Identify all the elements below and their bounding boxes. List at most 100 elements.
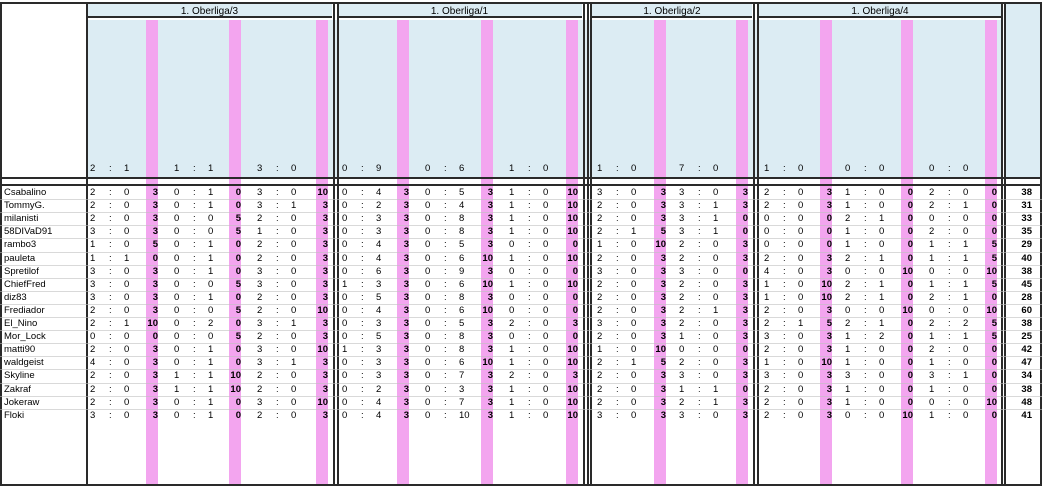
tip-colon: : — [783, 396, 786, 408]
tip-away: 0 — [631, 409, 637, 421]
tip-colon: : — [528, 291, 531, 303]
tip-home: 2 — [929, 318, 935, 329]
tip-points: 3 — [322, 213, 328, 225]
tip-away: 8 — [459, 344, 465, 356]
tip-points: 3 — [322, 331, 328, 343]
tip-home: 1 — [509, 383, 515, 395]
player-name: pauleta — [4, 252, 36, 264]
tip-colon: : — [109, 213, 112, 225]
tip-home: 2 — [597, 370, 603, 382]
tip-away: 0 — [963, 213, 969, 225]
tip-points: 3 — [660, 291, 666, 303]
tip-colon: : — [864, 226, 867, 238]
result-colon: : — [444, 163, 447, 174]
tip-points: 3 — [742, 409, 748, 421]
tip-away: 1 — [963, 252, 969, 264]
tip-home: 2 — [764, 344, 770, 356]
tip-away: 1 — [208, 357, 214, 369]
tip-home: 0 — [342, 304, 348, 316]
tip-colon: : — [193, 278, 196, 290]
tip-home: 3 — [90, 226, 96, 238]
tip-home: 1 — [845, 200, 851, 212]
tip-points: 0 — [235, 409, 241, 421]
grid-vline — [0, 2, 2, 486]
tip-points: 5 — [235, 226, 241, 238]
tip-away: 0 — [798, 396, 804, 408]
tip-colon: : — [616, 187, 619, 198]
tip-points: 3 — [487, 318, 493, 329]
tip-away: 0 — [543, 213, 549, 225]
tip-colon: : — [948, 278, 951, 290]
tip-colon: : — [864, 278, 867, 290]
tip-away: 2 — [879, 331, 885, 343]
total-header-background — [1004, 2, 1042, 177]
tip-colon: : — [698, 252, 701, 264]
tip-colon: : — [276, 187, 279, 198]
tip-away: 0 — [543, 239, 549, 251]
tip-away: 5 — [459, 318, 465, 329]
tip-points: 5 — [235, 213, 241, 225]
tip-home: 1 — [845, 396, 851, 408]
row-separator — [0, 330, 1042, 332]
tip-points: 10 — [567, 200, 578, 212]
tip-points: 3 — [322, 291, 328, 303]
tip-home: 0 — [845, 304, 851, 316]
tip-home: 0 — [342, 396, 348, 408]
tip-home: 2 — [845, 252, 851, 264]
tip-away: 1 — [208, 291, 214, 303]
result-colon: : — [528, 163, 531, 174]
tip-away: 0 — [291, 291, 297, 303]
tip-home: 1 — [509, 357, 515, 369]
tip-colon: : — [361, 318, 364, 329]
tip-home: 3 — [679, 265, 685, 277]
tip-points: 10 — [986, 304, 997, 316]
tip-home: 0 — [509, 291, 515, 303]
tip-home: 1 — [845, 357, 851, 369]
tip-home: 0 — [174, 187, 180, 198]
tip-points: 5 — [235, 278, 241, 290]
tip-points: 0 — [907, 278, 913, 290]
tip-points: 3 — [826, 409, 832, 421]
tip-colon: : — [276, 213, 279, 225]
tip-away: 0 — [291, 344, 297, 356]
tip-colon: : — [444, 200, 447, 212]
tip-points: 0 — [991, 370, 997, 382]
result-away: 9 — [376, 163, 382, 174]
tip-away: 0 — [291, 331, 297, 343]
tip-home: 0 — [509, 265, 515, 277]
tip-home: 0 — [929, 396, 935, 408]
result-away: 0 — [713, 163, 719, 174]
tip-colon: : — [444, 187, 447, 198]
tip-away: 0 — [124, 331, 130, 343]
tip-home: 1 — [929, 278, 935, 290]
player-total: 38 — [1021, 383, 1032, 395]
tip-colon: : — [948, 200, 951, 212]
tip-points: 3 — [152, 344, 158, 356]
tip-colon: : — [616, 226, 619, 238]
tip-colon: : — [109, 304, 112, 316]
tip-points: 3 — [152, 396, 158, 408]
tip-home: 2 — [764, 383, 770, 395]
tip-colon: : — [616, 370, 619, 382]
tip-points: 0 — [742, 226, 748, 238]
tip-away: 0 — [631, 304, 637, 316]
tip-colon: : — [109, 200, 112, 212]
tip-points: 0 — [235, 200, 241, 212]
tip-home: 1 — [257, 226, 263, 238]
tip-away: 0 — [963, 396, 969, 408]
tip-home: 0 — [342, 383, 348, 395]
tip-points: 10 — [567, 252, 578, 264]
tip-colon: : — [109, 291, 112, 303]
tip-colon: : — [864, 396, 867, 408]
tip-points: 0 — [235, 239, 241, 251]
group-title: 1. Oberliga/4 — [759, 2, 1001, 18]
tip-points: 10 — [317, 187, 328, 198]
tip-colon: : — [528, 383, 531, 395]
tip-away: 0 — [631, 383, 637, 395]
tip-away: 0 — [631, 213, 637, 225]
tip-colon: : — [948, 331, 951, 343]
tip-away: 1 — [208, 370, 214, 382]
tip-away: 0 — [124, 357, 130, 369]
tip-colon: : — [109, 318, 112, 329]
tip-home: 2 — [90, 383, 96, 395]
